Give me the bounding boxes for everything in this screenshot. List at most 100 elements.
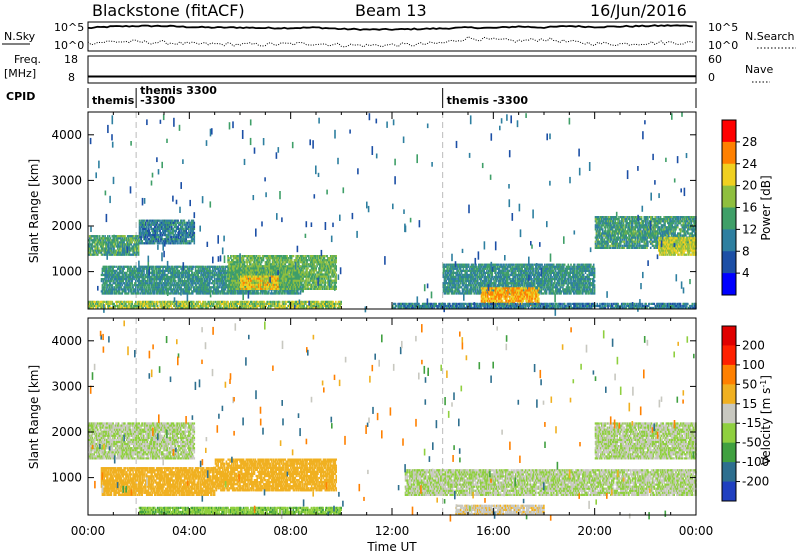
panel-3-cell bbox=[283, 276, 285, 278]
panel-3-cell bbox=[103, 288, 105, 290]
panel-3-cell bbox=[168, 284, 170, 286]
panel-3-cell bbox=[124, 245, 126, 247]
panel-3-cell bbox=[228, 278, 230, 280]
panel-3-cell bbox=[215, 266, 217, 268]
panel-3-cell bbox=[145, 274, 147, 276]
panel-3-cell bbox=[188, 268, 190, 270]
panel-3-cell bbox=[154, 270, 156, 272]
panel-3-cell bbox=[168, 230, 170, 232]
panel-3-cell bbox=[230, 276, 232, 278]
panel-3-cell bbox=[97, 237, 99, 239]
panel-3-cell bbox=[148, 226, 150, 228]
panel-3-cell bbox=[192, 236, 194, 238]
panel-3-cell bbox=[161, 232, 163, 234]
panel-3-cell bbox=[155, 232, 157, 234]
panel-3-cell bbox=[195, 274, 197, 276]
panel-3-cell bbox=[305, 255, 307, 257]
panel-3-cell bbox=[133, 292, 135, 294]
cpid-label-1-line2: -3300 bbox=[140, 94, 176, 107]
panel-3-cell bbox=[107, 235, 109, 237]
panel-3-cell bbox=[299, 284, 301, 286]
panel-3-cell bbox=[248, 257, 250, 259]
panel-3-cell bbox=[121, 266, 123, 268]
panel-3-cell bbox=[225, 288, 227, 290]
panel-3-cell bbox=[307, 286, 309, 288]
panel-3-cell bbox=[109, 235, 111, 237]
panel-3-cell bbox=[147, 240, 149, 242]
panel-3-cell bbox=[122, 274, 124, 276]
panel-3-cell bbox=[246, 263, 248, 265]
panel-3-cell bbox=[112, 284, 114, 286]
panel-3-cell bbox=[324, 278, 326, 280]
panel-3-cell bbox=[132, 237, 134, 239]
panel-3-cell bbox=[213, 270, 215, 272]
panel-3-cell bbox=[151, 268, 153, 270]
panel-3-cell bbox=[257, 263, 259, 265]
panel-3-cell bbox=[134, 250, 136, 252]
panel-3-cell bbox=[204, 278, 206, 280]
panel-3-cell bbox=[262, 292, 264, 294]
panel-3-cell bbox=[125, 288, 127, 290]
panel-3-cell bbox=[183, 236, 185, 238]
panel-3-cell bbox=[261, 267, 263, 269]
panel-3-cell bbox=[188, 270, 190, 272]
panel-3-cell bbox=[279, 278, 281, 280]
panel-3-cell bbox=[186, 270, 188, 272]
panel-3-cell bbox=[303, 271, 305, 273]
noise-series-1 bbox=[88, 37, 693, 47]
panel-3-cell bbox=[294, 271, 296, 273]
panel-3-cell bbox=[309, 282, 311, 284]
panel-3-cell bbox=[306, 261, 308, 263]
panel-3-cell bbox=[252, 259, 254, 261]
panel-3-cell bbox=[235, 282, 237, 284]
panel-3-cell bbox=[147, 280, 149, 282]
panel-3-cell bbox=[106, 266, 108, 268]
panel-3-cell bbox=[285, 267, 287, 269]
panel-3-cell bbox=[135, 280, 137, 282]
panel-3-cell bbox=[237, 257, 239, 259]
panel-3-cell bbox=[111, 280, 113, 282]
panel-3-cell bbox=[193, 278, 195, 280]
panel-3-cell bbox=[297, 290, 299, 292]
panel-3-cell bbox=[315, 269, 317, 271]
panel-3-cell bbox=[275, 269, 277, 271]
panel-3-cell bbox=[103, 280, 105, 282]
panel-3-cell bbox=[90, 250, 92, 252]
panel-3-cell bbox=[160, 280, 162, 282]
beam-label: Beam 13 bbox=[355, 1, 427, 20]
panel-3-cell bbox=[168, 272, 170, 274]
panel-3-cell bbox=[285, 286, 287, 288]
panel-3-cell bbox=[140, 268, 142, 270]
panel-3-cell bbox=[158, 240, 160, 242]
panel-3-cell bbox=[172, 238, 174, 240]
panel-3-cell bbox=[165, 266, 167, 268]
panel-3-cell bbox=[179, 282, 181, 284]
panel-3-cell bbox=[183, 228, 185, 230]
panel-3-cell bbox=[298, 263, 300, 265]
panel-3-cell bbox=[226, 282, 228, 284]
panel-3-cell bbox=[169, 270, 171, 272]
panel-3-cell bbox=[235, 286, 237, 288]
panel-3-cell bbox=[179, 266, 181, 268]
panel-3-cell bbox=[321, 271, 323, 273]
panel-3-cell bbox=[146, 238, 148, 240]
panel-3-cell bbox=[154, 290, 156, 292]
panel-3-cell bbox=[303, 280, 305, 282]
panel-3-cell bbox=[126, 237, 128, 239]
panel-3-cell bbox=[269, 261, 271, 263]
panel-3-cell bbox=[121, 282, 123, 284]
frequency-label-bottom: [MHz] bbox=[4, 67, 36, 80]
cpid-label: CPID bbox=[6, 90, 35, 103]
panel-3-cell bbox=[89, 241, 91, 243]
panel-3-cell bbox=[97, 235, 99, 237]
panel-3-cell bbox=[208, 276, 210, 278]
panel-3-cell bbox=[307, 259, 309, 261]
panel-3-cell bbox=[102, 290, 104, 292]
panel-3-cell bbox=[318, 259, 320, 261]
panel-3-cell bbox=[177, 226, 179, 228]
panel-3-cell bbox=[159, 240, 161, 242]
panel-3-cell bbox=[143, 272, 145, 274]
panel-3-cell bbox=[194, 240, 196, 242]
panel-3-cell bbox=[230, 282, 232, 284]
panel-3-cell bbox=[266, 271, 268, 273]
